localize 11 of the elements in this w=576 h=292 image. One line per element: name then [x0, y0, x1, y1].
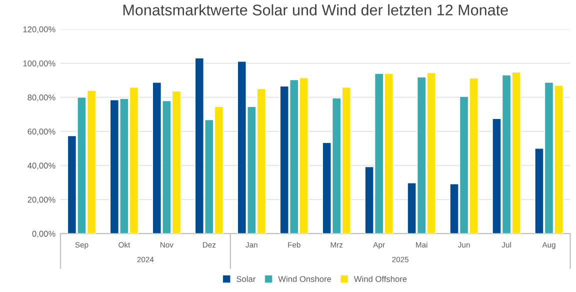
y-tick-label: 40,00%: [28, 162, 56, 170]
y-tick-label: 20,00%: [28, 196, 56, 204]
legend-label: Wind Offshore: [354, 276, 407, 282]
y-tick-label: 120,00%: [23, 26, 56, 34]
y-tick-label: 80,00%: [28, 94, 56, 102]
y-tick-label: 0,00%: [32, 230, 56, 238]
legend-label: Wind Onshore: [278, 276, 332, 282]
legend-label: Solar: [236, 276, 256, 282]
chart-title: Monatsmarktwerte Solar und Wind der letzten 12 Monate: [123, 4, 508, 16]
y-tick-label: 100,00%: [23, 60, 56, 68]
y-tick-label: 60,00%: [28, 128, 56, 136]
